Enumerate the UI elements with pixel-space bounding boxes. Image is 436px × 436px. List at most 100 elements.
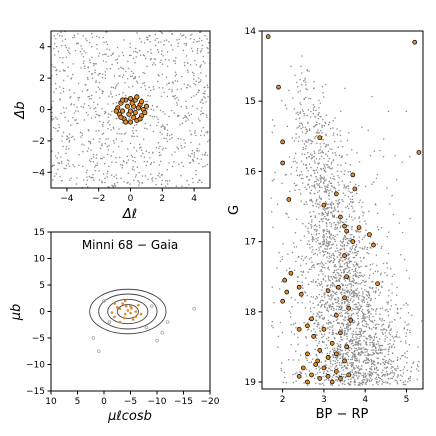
cmd-field-point — [328, 279, 330, 281]
cmd-field-point — [343, 173, 345, 175]
spatial-field-point — [95, 80, 97, 82]
cmd-field-point — [354, 251, 356, 254]
spatial-field-point — [51, 115, 53, 118]
cmd-field-point — [352, 307, 354, 310]
cmd-field-point — [393, 340, 396, 342]
pm-y-tick-label: −15 — [26, 387, 45, 397]
cmd-field-point — [396, 365, 399, 368]
cmd-field-point — [355, 295, 358, 298]
cmd-field-point — [305, 128, 308, 131]
cmd-field-point — [309, 301, 311, 303]
cmd-field-point — [327, 194, 330, 196]
cmd-field-point — [347, 253, 349, 255]
spatial-field-point — [165, 76, 168, 78]
cmd-field-point — [358, 272, 361, 274]
spatial-field-point — [90, 46, 93, 48]
pm-y-tick-label: −10 — [26, 361, 45, 371]
spatial-field-point — [63, 167, 66, 170]
cmd-field-point — [364, 281, 366, 283]
spatial-field-point — [57, 162, 59, 164]
cmd-field-point — [381, 331, 384, 334]
spatial-field-point — [104, 142, 107, 145]
cmd-field-point — [299, 111, 302, 113]
spatial-field-point — [64, 69, 66, 72]
spatial-field-point — [69, 52, 71, 55]
spatial-field-point — [121, 140, 123, 143]
spatial-field-point — [183, 83, 186, 86]
cmd-field-point — [318, 203, 320, 205]
spatial-field-point — [158, 164, 161, 166]
cmd-field-point — [354, 379, 356, 381]
spatial-field-point — [192, 158, 194, 161]
cmd-field-point — [299, 371, 302, 373]
cmd-field-point — [315, 368, 318, 370]
cmd-field-point — [322, 372, 325, 375]
cmd-field-point — [342, 237, 345, 239]
spatial-field-point — [160, 95, 163, 98]
spatial-field-point — [130, 154, 133, 157]
cmd-field-point — [356, 357, 358, 360]
spatial-field-point — [115, 174, 118, 176]
cmd-field-point — [342, 240, 345, 243]
spatial-field-point — [197, 91, 199, 94]
spatial-field-point — [144, 88, 147, 91]
cmd-field-point — [346, 272, 349, 274]
cmd-field-point — [391, 377, 393, 380]
spatial-field-point — [80, 45, 82, 47]
spatial-field-point — [85, 38, 87, 40]
cmd-field-point — [307, 384, 309, 387]
spatial-field-point — [165, 39, 168, 41]
cmd-field-point — [378, 294, 380, 296]
cmd-field-point — [389, 342, 391, 345]
cmd-field-point — [353, 248, 356, 250]
cmd-field-point — [404, 356, 407, 358]
spatial-field-point — [104, 53, 106, 55]
cmd-field-point — [355, 336, 357, 338]
spatial-field-point — [146, 100, 149, 103]
spatial-field-point — [84, 67, 86, 70]
spatial-field-point — [107, 55, 109, 58]
spatial-field-point — [55, 38, 57, 40]
spatial-field-point — [92, 160, 95, 163]
spatial-field-point — [77, 82, 80, 85]
cmd-field-point — [385, 381, 387, 383]
spatial-field-point — [191, 152, 193, 155]
spatial-field-point — [70, 136, 73, 139]
cmd-field-point — [302, 182, 304, 184]
cmd-field-point — [336, 221, 339, 223]
cmd-field-point — [349, 370, 352, 373]
cmd-field-point — [332, 159, 335, 161]
cmd-field-point — [357, 315, 359, 317]
cmd-field-point — [310, 198, 313, 201]
cmd-field-point — [347, 185, 349, 187]
spatial-field-point — [178, 163, 180, 166]
spatial-field-point — [162, 147, 164, 149]
cmd-field-point — [357, 317, 359, 320]
cmd-field-point — [408, 343, 411, 346]
cmd-field-point — [331, 384, 334, 387]
spatial-field-point — [127, 118, 130, 120]
cmd-field-point — [339, 277, 341, 280]
cmd-field-point — [388, 289, 390, 291]
spatial-field-point — [154, 33, 156, 36]
cmd-field-point — [322, 266, 324, 269]
cmd-field-point — [320, 261, 323, 263]
spatial-field-point — [122, 68, 125, 70]
spatial-field-point — [54, 82, 57, 85]
spatial-field-point — [197, 77, 200, 79]
cmd-field-point — [344, 383, 346, 386]
cmd-field-point — [321, 85, 324, 88]
cmd-field-point — [327, 219, 329, 222]
cmd-field-point — [386, 308, 388, 311]
cmd-field-point — [271, 324, 273, 327]
cmd-field-point — [338, 280, 341, 283]
cmd-field-point — [323, 235, 326, 237]
cmd-field-point — [320, 146, 322, 148]
spatial-field-point — [199, 179, 201, 182]
spatial-field-point — [78, 96, 81, 99]
cmd-field-point — [349, 272, 351, 275]
spatial-field-point — [146, 38, 148, 41]
spatial-field-point — [133, 135, 135, 138]
cmd-field-point — [368, 375, 371, 377]
cmd-field-point — [299, 90, 301, 92]
